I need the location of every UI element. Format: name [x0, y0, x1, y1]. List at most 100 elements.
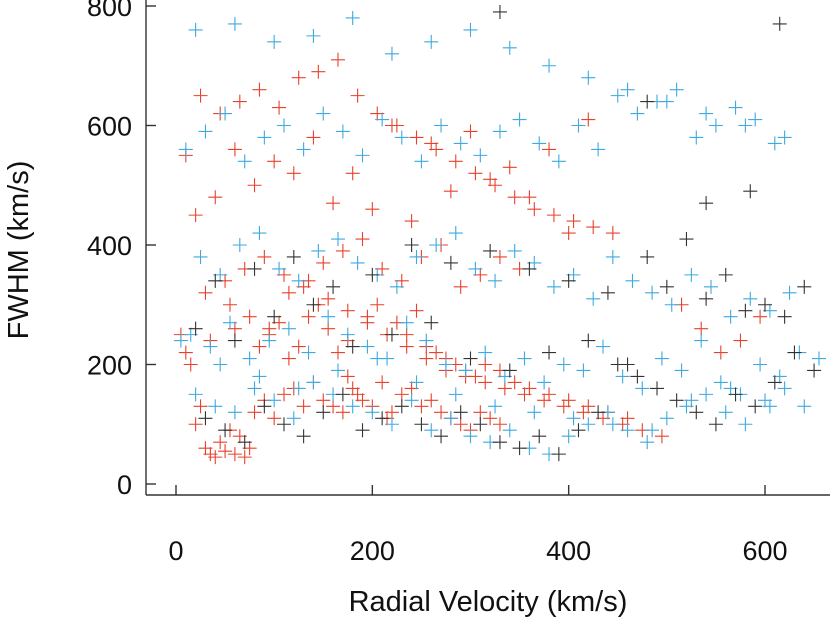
data-point-black — [296, 429, 311, 444]
data-point-red — [350, 88, 365, 103]
data-point-cyan — [463, 22, 478, 37]
data-point-cyan — [404, 393, 419, 408]
data-point-red — [267, 411, 282, 426]
data-point-black — [326, 279, 341, 294]
data-point-cyan — [355, 148, 370, 163]
data-point-black — [237, 435, 252, 450]
data-point-red — [208, 190, 223, 205]
data-point-cyan — [208, 399, 223, 414]
data-point-cyan — [321, 309, 336, 324]
data-point-red — [389, 118, 404, 133]
data-point-red — [424, 393, 439, 408]
data-point-cyan — [664, 297, 679, 312]
data-point-black — [522, 261, 537, 276]
data-point-red — [355, 393, 370, 408]
data-point-red — [414, 399, 429, 414]
data-points — [173, 4, 826, 465]
data-point-black — [772, 16, 787, 31]
data-point-red — [316, 255, 331, 270]
data-point-cyan — [517, 351, 532, 366]
data-point-red — [335, 405, 350, 420]
data-point-cyan — [777, 381, 792, 396]
data-point-black — [659, 279, 674, 294]
data-point-black — [512, 441, 527, 456]
data-point-red — [311, 64, 326, 79]
data-point-red — [399, 339, 414, 354]
data-point-red — [497, 381, 512, 396]
data-point-cyan — [252, 369, 267, 384]
x-tick-label: 0 — [168, 536, 183, 566]
data-point-red — [527, 202, 542, 217]
data-point-red — [360, 315, 375, 330]
data-point-black — [355, 423, 370, 438]
data-point-cyan — [438, 357, 453, 372]
data-point-cyan — [767, 136, 782, 151]
data-point-black — [689, 405, 704, 420]
data-point-black — [640, 249, 655, 264]
data-point-cyan — [306, 375, 321, 390]
data-point-red — [188, 417, 203, 432]
data-point-black — [542, 345, 557, 360]
data-point-cyan — [576, 363, 591, 378]
data-point-cyan — [620, 423, 635, 438]
data-point-black — [551, 447, 566, 462]
data-point-red — [483, 411, 498, 426]
data-point-red — [276, 387, 291, 402]
data-point-cyan — [645, 423, 660, 438]
data-point-black — [738, 303, 753, 318]
data-point-red — [365, 202, 380, 217]
data-point-cyan — [370, 351, 385, 366]
data-point-cyan — [222, 315, 237, 330]
data-point-cyan — [409, 375, 424, 390]
data-point-red — [193, 399, 208, 414]
data-point-black — [600, 285, 615, 300]
data-point-cyan — [448, 226, 463, 241]
data-point-cyan — [424, 34, 439, 49]
data-point-cyan — [478, 345, 493, 360]
data-point-cyan — [566, 411, 581, 426]
data-point-black — [718, 267, 733, 282]
data-point-black — [728, 387, 743, 402]
data-point-red — [542, 142, 557, 157]
data-point-red — [227, 447, 242, 462]
data-point-red — [267, 154, 282, 169]
data-point-cyan — [699, 387, 714, 402]
data-point-black — [404, 238, 419, 252]
y-tick-label: 400 — [87, 231, 132, 261]
data-point-red — [384, 405, 399, 420]
data-point-cyan — [424, 423, 439, 438]
data-point-black — [188, 321, 203, 336]
data-point-red — [340, 303, 355, 318]
data-point-black — [483, 243, 498, 258]
data-point-red — [193, 88, 208, 103]
data-point-cyan — [591, 142, 606, 157]
data-point-cyan — [581, 70, 596, 85]
data-point-red — [242, 309, 257, 324]
data-point-black — [316, 405, 331, 420]
data-point-cyan — [738, 417, 753, 432]
data-point-cyan — [345, 399, 360, 414]
data-point-cyan — [488, 273, 503, 288]
data-point-red — [492, 249, 507, 264]
data-point-red — [227, 142, 242, 157]
data-point-cyan — [762, 399, 777, 414]
data-point-black — [640, 94, 655, 109]
data-point-red — [605, 226, 620, 241]
data-point-black — [198, 411, 213, 426]
data-point-black — [679, 232, 694, 247]
data-point-cyan — [527, 405, 542, 420]
data-point-red — [561, 226, 576, 241]
data-point-red — [586, 220, 601, 235]
data-point-cyan — [340, 327, 355, 342]
data-point-red — [330, 345, 345, 360]
data-point-cyan — [512, 112, 527, 127]
data-point-cyan — [389, 279, 404, 294]
data-point-red — [183, 357, 198, 372]
data-point-red — [753, 309, 768, 324]
data-point-cyan — [453, 136, 468, 151]
data-point-cyan — [581, 417, 596, 432]
data-point-red — [399, 327, 414, 342]
data-point-cyan — [203, 339, 218, 354]
data-point-red — [448, 154, 463, 169]
data-point-red — [247, 178, 262, 193]
